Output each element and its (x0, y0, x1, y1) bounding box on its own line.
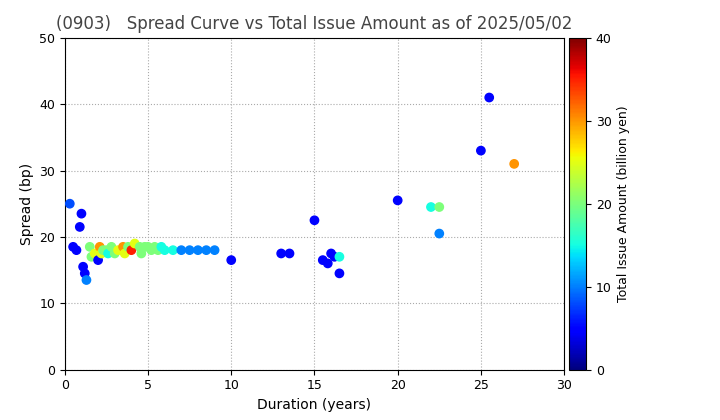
Point (392, 197, 403, 204)
Point (328, 253, 340, 260)
Point (159, 247, 171, 254)
Point (149, 244, 161, 250)
Point (152, 247, 163, 254)
Point (125, 247, 137, 254)
Point (433, 230, 445, 237)
Point (192, 247, 204, 254)
Point (143, 244, 154, 250)
Point (333, 253, 345, 260)
Point (317, 257, 328, 263)
Point (97, 247, 109, 254)
Point (122, 244, 134, 250)
Point (92, 257, 104, 263)
Point (184, 247, 195, 254)
Point (139, 244, 150, 250)
Point (145, 247, 157, 254)
Point (86, 253, 97, 260)
Point (71, 247, 82, 254)
Point (475, 147, 487, 154)
Point (309, 217, 320, 223)
Point (76, 210, 87, 217)
Y-axis label: Total Issue Amount (billion yen): Total Issue Amount (billion yen) (617, 105, 630, 302)
Point (94, 244, 106, 250)
Y-axis label: Spread (bp): Spread (bp) (19, 163, 34, 245)
Title: (0903)   Spread Curve vs Total Issue Amount as of 2025/05/02: (0903) Spread Curve vs Total Issue Amoun… (56, 16, 572, 34)
Point (176, 247, 187, 254)
Point (209, 247, 220, 254)
Point (64, 200, 76, 207)
Point (84, 244, 96, 250)
Point (112, 247, 124, 254)
Point (276, 250, 287, 257)
Point (106, 244, 117, 250)
Point (333, 270, 345, 277)
Point (101, 247, 112, 254)
Point (81, 277, 92, 284)
Point (225, 257, 237, 263)
X-axis label: Duration (years): Duration (years) (258, 398, 372, 412)
Point (167, 247, 179, 254)
Point (322, 260, 333, 267)
Point (325, 250, 337, 257)
Point (68, 244, 79, 250)
Point (129, 240, 140, 247)
Point (117, 244, 129, 250)
Point (483, 94, 495, 101)
Point (508, 160, 520, 167)
Point (433, 204, 445, 210)
Point (134, 244, 145, 250)
Point (119, 250, 130, 257)
Point (284, 250, 295, 257)
Point (96, 250, 107, 257)
Point (89, 250, 101, 257)
Point (77, 263, 89, 270)
Point (109, 250, 120, 257)
Point (79, 270, 91, 277)
Point (135, 250, 147, 257)
Point (156, 244, 167, 250)
Point (74, 223, 86, 230)
Point (200, 247, 212, 254)
Point (426, 204, 437, 210)
Point (102, 250, 114, 257)
